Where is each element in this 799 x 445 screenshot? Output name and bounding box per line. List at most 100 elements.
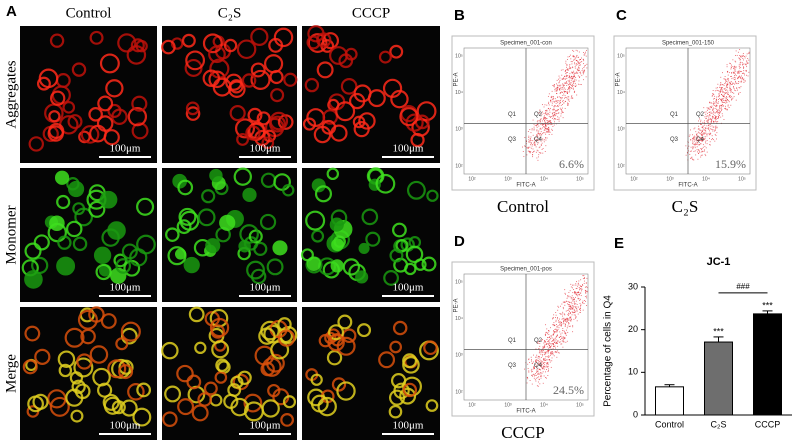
event-dot <box>571 95 573 97</box>
event-dot <box>725 86 727 88</box>
event-dot <box>554 351 556 353</box>
flow-frame <box>451 35 595 191</box>
scale-bar-label: 100μm <box>393 143 424 155</box>
event-dot <box>726 66 728 68</box>
event-dot <box>708 128 710 130</box>
event-dot <box>567 89 569 91</box>
event-dot <box>698 144 700 146</box>
event-dot <box>738 77 740 78</box>
cell <box>201 189 216 204</box>
cell <box>302 117 317 131</box>
event-dot <box>528 150 530 152</box>
event-dot <box>692 141 694 143</box>
event-dot <box>571 63 573 65</box>
event-dot <box>699 133 701 134</box>
event-dot <box>734 79 736 81</box>
event-dot <box>536 126 538 128</box>
cell <box>72 202 86 216</box>
event-dot <box>723 105 725 107</box>
scale-bar-label: 100μm <box>250 143 281 155</box>
event-dot <box>549 111 551 113</box>
event-dot <box>567 103 569 105</box>
event-dot <box>572 326 574 328</box>
event-dot <box>739 75 740 77</box>
event-dot <box>571 296 573 298</box>
event-dot <box>718 107 720 109</box>
event-dot <box>578 293 580 295</box>
event-dot <box>553 332 555 333</box>
event-dot <box>703 138 705 140</box>
event-dot <box>722 104 724 105</box>
event-dot <box>544 362 546 363</box>
event-dot <box>530 151 532 152</box>
event-dot <box>574 59 576 61</box>
event-dot <box>529 141 531 143</box>
event-dot <box>714 126 716 128</box>
event-dot <box>554 345 556 347</box>
event-dot <box>535 363 537 365</box>
event-dot <box>714 112 716 114</box>
event-dot <box>582 309 584 311</box>
event-dot <box>712 95 714 97</box>
event-dot <box>721 87 723 89</box>
cell <box>130 38 145 53</box>
event-dot <box>571 87 572 89</box>
quadrant-label: Q1 <box>670 112 679 118</box>
event-dot <box>582 284 583 285</box>
cell <box>78 130 91 144</box>
event-dot <box>709 106 711 108</box>
cell <box>127 107 148 127</box>
event-dot <box>692 148 694 150</box>
event-dot <box>704 137 706 139</box>
event-dot <box>565 300 567 302</box>
event-dot <box>566 72 568 73</box>
event-dot <box>698 149 700 151</box>
event-dot <box>541 366 543 368</box>
event-dot <box>700 136 702 138</box>
event-dot <box>574 83 576 85</box>
event-dot <box>688 135 690 137</box>
event-dot <box>534 373 536 375</box>
event-dot <box>549 361 551 363</box>
event-dot <box>715 117 717 118</box>
event-dot <box>570 67 572 69</box>
event-dot <box>565 62 567 64</box>
event-dot <box>538 125 540 127</box>
event-dot <box>726 102 728 103</box>
event-dot <box>566 92 568 94</box>
event-dot <box>734 77 736 79</box>
event-dot <box>569 304 571 306</box>
event-dot <box>729 95 731 97</box>
event-dot <box>701 138 703 140</box>
event-dot <box>709 134 711 135</box>
event-dot <box>728 100 730 102</box>
event-dot <box>548 134 550 135</box>
event-dot <box>556 88 558 90</box>
event-dot <box>556 326 558 328</box>
cell <box>382 78 403 98</box>
event-dot <box>735 66 737 68</box>
event-dot <box>568 305 570 307</box>
event-dot <box>549 336 551 338</box>
event-dot <box>735 81 736 82</box>
event-dot <box>551 97 553 98</box>
event-dot <box>709 128 711 130</box>
event-dot <box>570 318 572 320</box>
event-dot <box>586 291 588 293</box>
event-dot <box>701 133 703 135</box>
event-dot <box>713 130 715 132</box>
event-dot <box>571 308 573 310</box>
event-dot <box>545 110 546 112</box>
event-dot <box>550 96 552 98</box>
cell <box>318 333 333 348</box>
event-dot <box>541 113 543 115</box>
event-dot <box>556 83 557 85</box>
event-dot <box>557 88 559 90</box>
event-dot <box>571 303 573 305</box>
event-dot <box>742 53 744 54</box>
event-dot <box>723 78 725 80</box>
x-tick-label: 10⁴ <box>540 402 548 408</box>
event-dot <box>555 114 557 116</box>
event-dot <box>712 129 714 130</box>
cell <box>262 357 282 377</box>
